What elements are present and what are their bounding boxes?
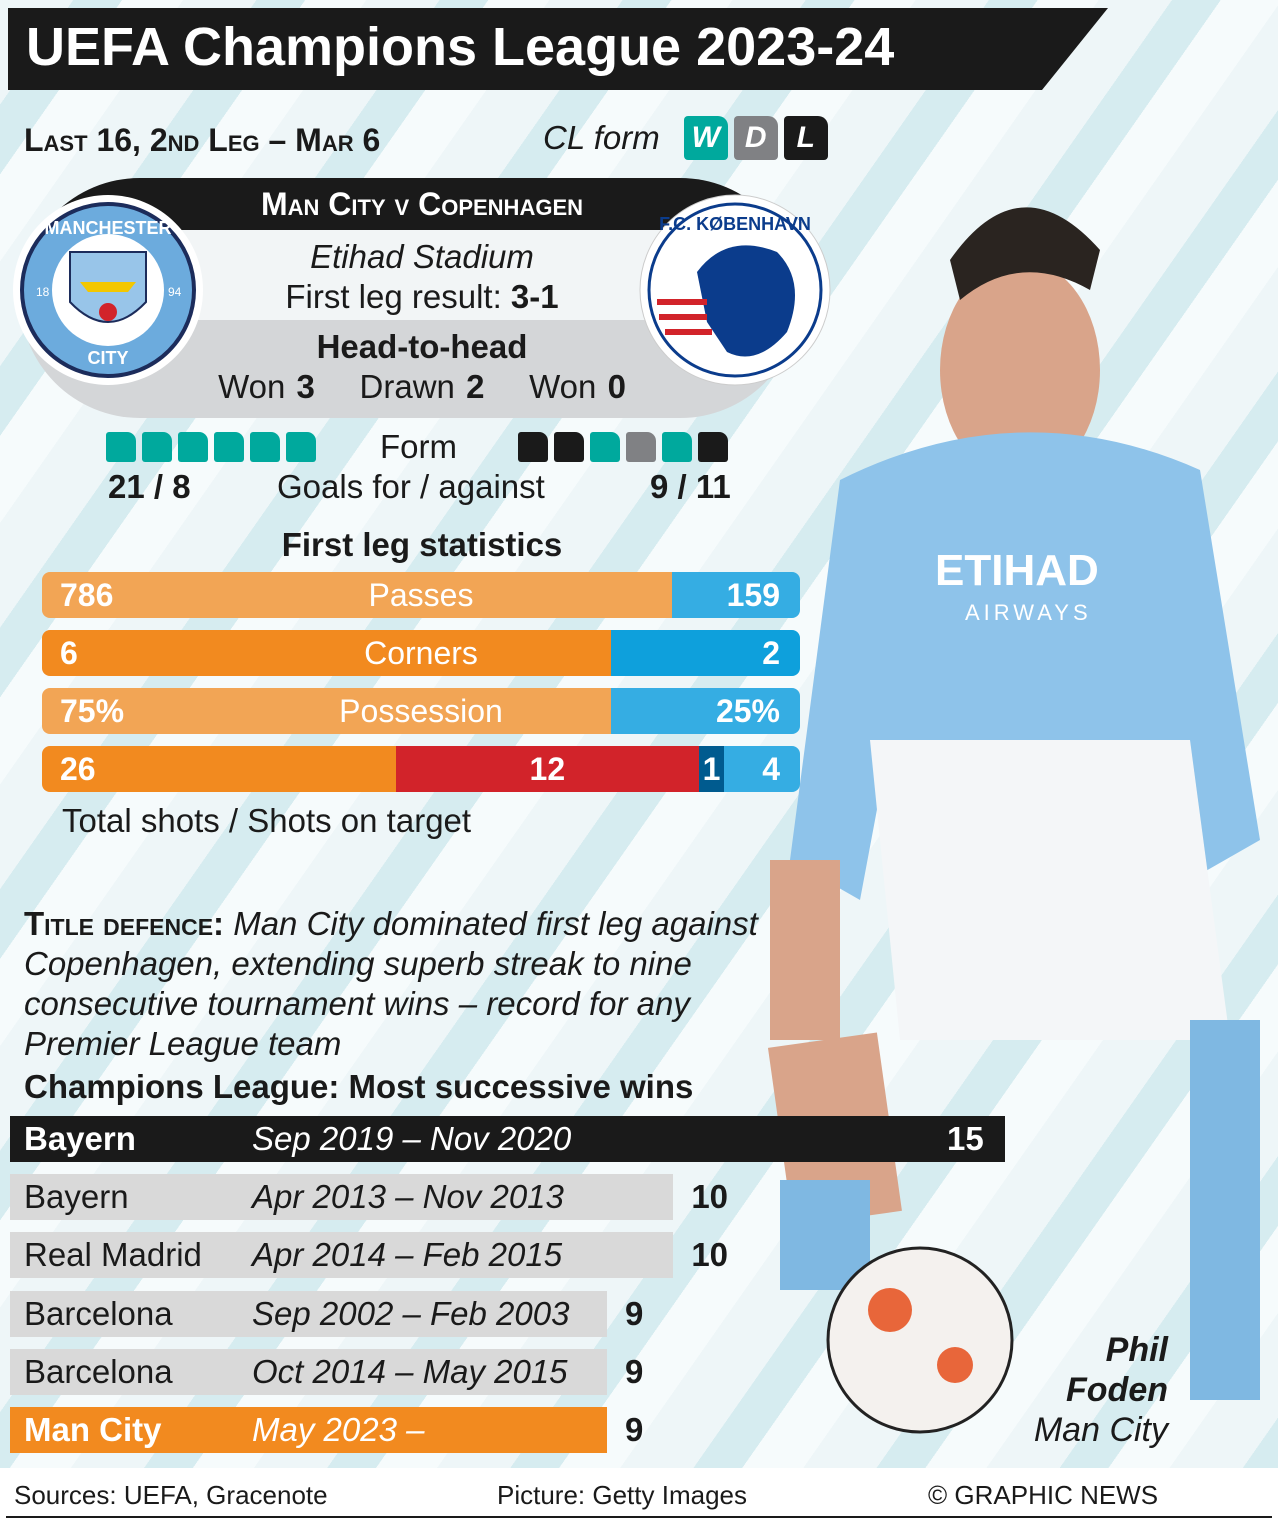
away-form-W [662, 432, 692, 462]
period: Sep 2019 – Nov 2020 [252, 1120, 572, 1157]
home-form-W [178, 432, 208, 462]
wins-value: 9 [625, 1294, 644, 1332]
team: Bayern [24, 1178, 129, 1216]
away-shots-on-target: 1 [698, 746, 725, 792]
shots-bar: 26 12 1 4 [42, 746, 800, 792]
svg-text:ETIHAD: ETIHAD [935, 546, 1099, 595]
away-form-D [626, 432, 656, 462]
draw-key: D [733, 116, 778, 160]
period: Oct 2014 – May 2015 [252, 1352, 568, 1390]
away-goals: 9 / 11 [650, 468, 731, 505]
player-caption: Phil Foden Man City [1033, 1331, 1168, 1449]
away-form-W [590, 432, 620, 462]
svg-text:AIRWAYS: AIRWAYS [965, 600, 1092, 625]
svg-text:MANCHESTER: MANCHESTER [44, 218, 171, 238]
home-form-W [142, 432, 172, 462]
team: Real Madrid [24, 1236, 202, 1274]
ranking-row: Real Madrid Apr 2014 – Feb 2015 [10, 1232, 674, 1279]
away-value: 25% [610, 688, 800, 734]
home-form-W [214, 432, 244, 462]
home-form-W [286, 432, 316, 462]
team: Man City [24, 1411, 162, 1448]
away-value: 2 [610, 630, 800, 676]
team: Barcelona [24, 1294, 173, 1332]
wins-value: 15 [947, 1120, 984, 1157]
home-shots-on-target: 12 [395, 746, 699, 792]
svg-text:18: 18 [36, 285, 50, 299]
ranking-row: Bayern Apr 2013 – Nov 2013 [10, 1174, 674, 1221]
team: Bayern [24, 1120, 136, 1157]
wins-value: 9 [625, 1352, 644, 1390]
h2h-title: Head-to-head [316, 328, 528, 365]
home-shots: 26 [42, 746, 396, 792]
cl-form-label: CL form [543, 119, 660, 156]
period: Apr 2014 – Feb 2015 [252, 1236, 563, 1274]
picture-credit: Picture: Getty Images [497, 1480, 747, 1510]
ranking-row: Barcelona Oct 2014 – May 2015 [10, 1348, 607, 1395]
cl-form-legend: CL form W D L [543, 116, 828, 160]
story: Title defence: Man City dominated first … [24, 905, 758, 1062]
ranking-title: Champions League: Most successive wins [24, 1068, 694, 1105]
ranking-row: Man City May 2023 – [10, 1407, 607, 1453]
stat-bar-corners: 6 2 Corners [42, 630, 800, 676]
copyright: © GRAPHIC NEWS [928, 1480, 1159, 1510]
stat-label: Passes [368, 577, 474, 613]
home-value: 786 [42, 572, 673, 618]
wins-value: 10 [691, 1178, 729, 1216]
copenhagen-logo: F.C. KØBENHAVN [639, 194, 831, 386]
home-value: 75% [42, 688, 611, 734]
ball [826, 1246, 1014, 1434]
away-shots: 4 [724, 746, 800, 792]
home-form [106, 432, 322, 467]
svg-text:CITY: CITY [87, 348, 128, 368]
first-leg-result: First leg result: 3-1 [285, 278, 559, 315]
svg-text:94: 94 [168, 285, 182, 299]
period: Sep 2002 – Feb 2003 [252, 1294, 570, 1332]
match-title: Man City v Copenhagen [260, 186, 584, 222]
h2h-record: Won 3 Drawn 2 Won 0 [218, 368, 626, 405]
away-form-L [518, 432, 548, 462]
stat-label: Possession [339, 693, 503, 729]
shots-caption: Total shots / Shots on target [62, 802, 472, 839]
sources: Sources: UEFA, Gracenote [14, 1480, 328, 1510]
player-photo: ETIHAD AIRWAYS [767, 207, 1260, 1434]
away-value: 159 [672, 572, 800, 618]
page-title: UEFA Champions League 2023-24 [26, 17, 895, 77]
away-form-L [698, 432, 728, 462]
stats-title: First leg statistics [281, 526, 563, 563]
man-city-logo: MANCHESTER CITY 18 94 [13, 195, 203, 385]
venue: Etihad Stadium [310, 238, 534, 275]
ranking-row: Barcelona Sep 2002 – Feb 2003 [10, 1290, 607, 1337]
wins-value: 9 [625, 1411, 644, 1448]
period: Apr 2013 – Nov 2013 [252, 1178, 564, 1216]
title-bar [8, 8, 1108, 90]
win-key: W [683, 116, 728, 160]
footer-rule [6, 1516, 1272, 1518]
team: Barcelona [24, 1352, 173, 1390]
form-label: Form [380, 428, 457, 465]
stat-bar-possession: 75% 25% Possession [42, 688, 800, 734]
match-round: Last 16, 2nd Leg – Mar 6 [24, 122, 381, 158]
wins-value: 10 [691, 1236, 729, 1274]
goals-label: Goals for / against [277, 468, 545, 505]
stat-label: Corners [364, 635, 478, 671]
stat-bar-passes: 786 159 Passes [42, 572, 800, 618]
period: May 2023 – [252, 1411, 425, 1448]
loss-key: L [783, 116, 828, 160]
home-value: 6 [42, 630, 611, 676]
away-form-L [554, 432, 584, 462]
home-form-W [250, 432, 280, 462]
home-form-W [106, 432, 136, 462]
away-form [518, 432, 734, 467]
home-goals: 21 / 8 [108, 468, 191, 505]
svg-text:F.C. KØBENHAVN: F.C. KØBENHAVN [659, 214, 811, 234]
ranking-row: Bayern Sep 2019 – Nov 2020 [10, 1116, 1005, 1162]
